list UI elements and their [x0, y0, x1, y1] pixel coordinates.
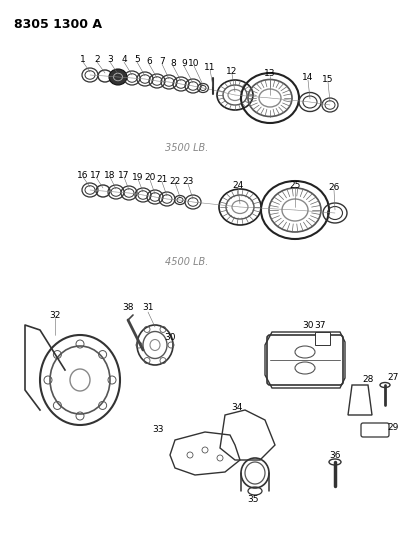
Text: 30: 30: [164, 334, 176, 343]
Text: 32: 32: [49, 311, 61, 319]
Text: 31: 31: [142, 303, 154, 312]
Text: 18: 18: [104, 171, 116, 180]
Text: 38: 38: [122, 303, 134, 312]
Text: 5: 5: [134, 55, 140, 64]
Text: 11: 11: [204, 62, 216, 71]
Text: 30: 30: [302, 320, 314, 329]
Text: 1: 1: [80, 55, 86, 64]
Text: 33: 33: [152, 425, 164, 434]
Text: 22: 22: [169, 176, 180, 185]
Text: 23: 23: [183, 177, 194, 187]
Ellipse shape: [109, 69, 127, 85]
Text: 35: 35: [247, 496, 259, 505]
Text: 3: 3: [107, 55, 113, 64]
Text: 8: 8: [170, 60, 176, 69]
Text: 15: 15: [322, 76, 334, 85]
Polygon shape: [315, 332, 330, 345]
Text: 4500 LB.: 4500 LB.: [165, 257, 208, 267]
Text: 3500 LB.: 3500 LB.: [165, 143, 208, 153]
Text: 28: 28: [362, 376, 374, 384]
Text: 2: 2: [94, 55, 100, 64]
Text: 20: 20: [144, 174, 156, 182]
Text: 16: 16: [77, 171, 89, 180]
Text: 26: 26: [328, 183, 339, 192]
Text: 14: 14: [302, 74, 314, 83]
Text: 12: 12: [226, 68, 238, 77]
Text: 36: 36: [329, 450, 341, 459]
Text: 19: 19: [132, 173, 144, 182]
Text: 17: 17: [118, 171, 130, 180]
Text: 6: 6: [146, 58, 152, 67]
Text: 17: 17: [90, 171, 102, 180]
Text: 37: 37: [314, 320, 326, 329]
Text: 27: 27: [387, 374, 399, 383]
Text: 34: 34: [231, 403, 243, 413]
Text: 21: 21: [156, 175, 168, 184]
Text: 25: 25: [289, 181, 301, 190]
Text: 8305 1300 A: 8305 1300 A: [14, 18, 102, 31]
Text: 7: 7: [159, 58, 165, 67]
Text: 29: 29: [387, 424, 399, 432]
Text: 24: 24: [232, 181, 243, 190]
Text: 13: 13: [264, 69, 276, 78]
Text: 9: 9: [181, 60, 187, 69]
Text: 10: 10: [188, 60, 200, 69]
Text: 4: 4: [121, 55, 127, 64]
